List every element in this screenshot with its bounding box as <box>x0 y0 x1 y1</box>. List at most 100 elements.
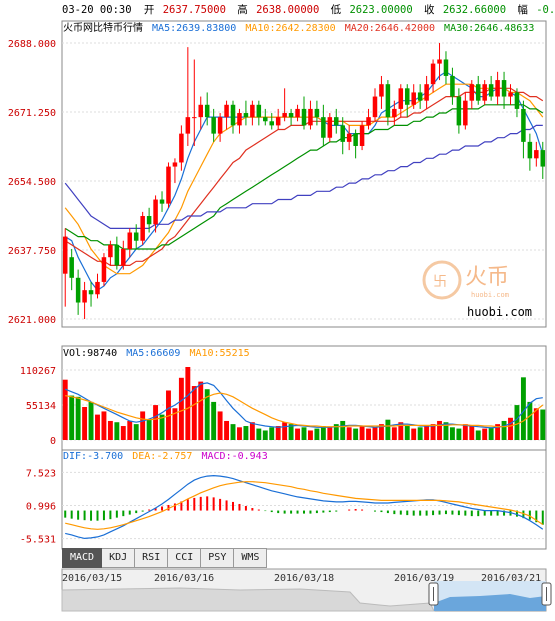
volume-bar <box>391 427 397 440</box>
legend-vol: VOl:98740 <box>63 348 117 359</box>
candle-body <box>243 113 249 118</box>
y-tick-label: 7.523 <box>26 468 56 479</box>
tab-psy[interactable]: PSY <box>201 548 235 568</box>
candle-body <box>521 108 526 142</box>
candle <box>521 100 526 159</box>
candle <box>282 88 287 122</box>
candle <box>172 158 178 184</box>
volume-bar <box>204 389 210 440</box>
volume-bar <box>353 428 359 440</box>
volume-bar <box>133 424 139 440</box>
candle <box>308 100 313 130</box>
header-datetime: 03-20 00:30 <box>62 4 132 16</box>
tab-cci[interactable]: CCI <box>168 548 202 568</box>
volume-bar <box>211 401 217 440</box>
volume-bar <box>120 426 126 440</box>
candle-body <box>185 117 191 134</box>
candle-body <box>327 117 333 138</box>
candle <box>121 240 126 270</box>
timeline-label: 2016/03/15 <box>62 573 122 584</box>
volume-bar <box>378 424 384 440</box>
header-bar: 03-20 00:30 开 2637.75000 高 2638.00000 低 … <box>62 3 555 16</box>
legend-ma5: MA5:2639.83800 <box>152 23 236 34</box>
tab-kdj[interactable]: KDJ <box>102 548 136 568</box>
volume-bar <box>333 424 339 440</box>
volume-bar <box>159 414 165 440</box>
candle <box>463 92 468 130</box>
candle-body <box>75 277 81 303</box>
candle <box>269 113 274 130</box>
candle-body <box>198 104 204 118</box>
y-tick-label: 2654.500 <box>8 177 56 188</box>
candle-body <box>495 80 500 97</box>
candle <box>482 80 487 105</box>
candle <box>540 141 546 179</box>
candle-body <box>450 75 455 97</box>
candle <box>153 195 158 233</box>
candle-body <box>237 113 242 126</box>
candle <box>217 113 223 142</box>
candle-body <box>101 257 107 282</box>
candle-body <box>217 117 223 134</box>
candle <box>146 207 152 233</box>
candle <box>475 75 481 105</box>
candle <box>192 59 197 146</box>
volume-bar <box>488 427 494 440</box>
candle <box>346 125 352 151</box>
volume-ma-lines <box>64 382 544 429</box>
volume-bar <box>166 390 171 440</box>
volume-bar <box>366 428 371 440</box>
candle <box>62 228 68 307</box>
candle-body <box>340 125 345 142</box>
volume-bar <box>308 430 313 440</box>
candle-body <box>385 84 391 118</box>
candle-body <box>288 113 294 118</box>
candle-body <box>456 96 462 126</box>
tab-macd[interactable]: MACD <box>62 548 103 568</box>
header-high: 2638.00000 <box>256 4 319 16</box>
volume-bar <box>95 414 100 440</box>
candle-body <box>140 216 145 241</box>
candle <box>75 269 81 315</box>
candle <box>379 75 384 109</box>
volume-bar <box>114 422 120 440</box>
volume-bar <box>520 377 526 440</box>
candle-body <box>501 80 507 97</box>
tab-rsi[interactable]: RSI <box>135 548 169 568</box>
price-legend: 火币网比特币行情 MA5:2639.83800 MA10:2642.28300 … <box>63 21 534 34</box>
candle <box>514 88 520 118</box>
candle-body <box>372 96 378 118</box>
macd-line-dea <box>65 481 544 530</box>
volume-bar <box>443 422 449 440</box>
volume-bar <box>340 420 346 440</box>
candle-body <box>314 108 320 118</box>
volume-bar <box>269 427 275 440</box>
volume-bar <box>449 427 455 440</box>
candle-body <box>192 117 197 119</box>
volume-bar <box>456 428 462 440</box>
candle <box>469 80 475 109</box>
candle <box>275 108 281 130</box>
volume-bar <box>359 426 365 440</box>
candle <box>237 108 242 134</box>
tab-wms[interactable]: WMS <box>234 548 268 568</box>
volume-bar <box>437 420 442 440</box>
candle <box>204 92 210 126</box>
timeline-label: 2016/03/21 <box>481 573 541 584</box>
volume-bar <box>256 428 262 440</box>
candle-body <box>133 232 139 241</box>
candle <box>159 191 165 212</box>
candle-body <box>463 100 468 126</box>
candle <box>166 162 171 208</box>
y-tick-label: -5.531 <box>20 535 56 546</box>
candle <box>495 71 500 105</box>
huobi-logo-icon <box>422 260 462 300</box>
candle-body <box>127 232 133 249</box>
candle <box>263 108 268 126</box>
header-close-label: 收 <box>424 3 435 16</box>
volume-bar <box>140 411 146 440</box>
volume-bar <box>288 424 294 440</box>
candle-body <box>250 104 255 118</box>
volume-bar <box>314 428 320 440</box>
candle <box>127 228 133 258</box>
